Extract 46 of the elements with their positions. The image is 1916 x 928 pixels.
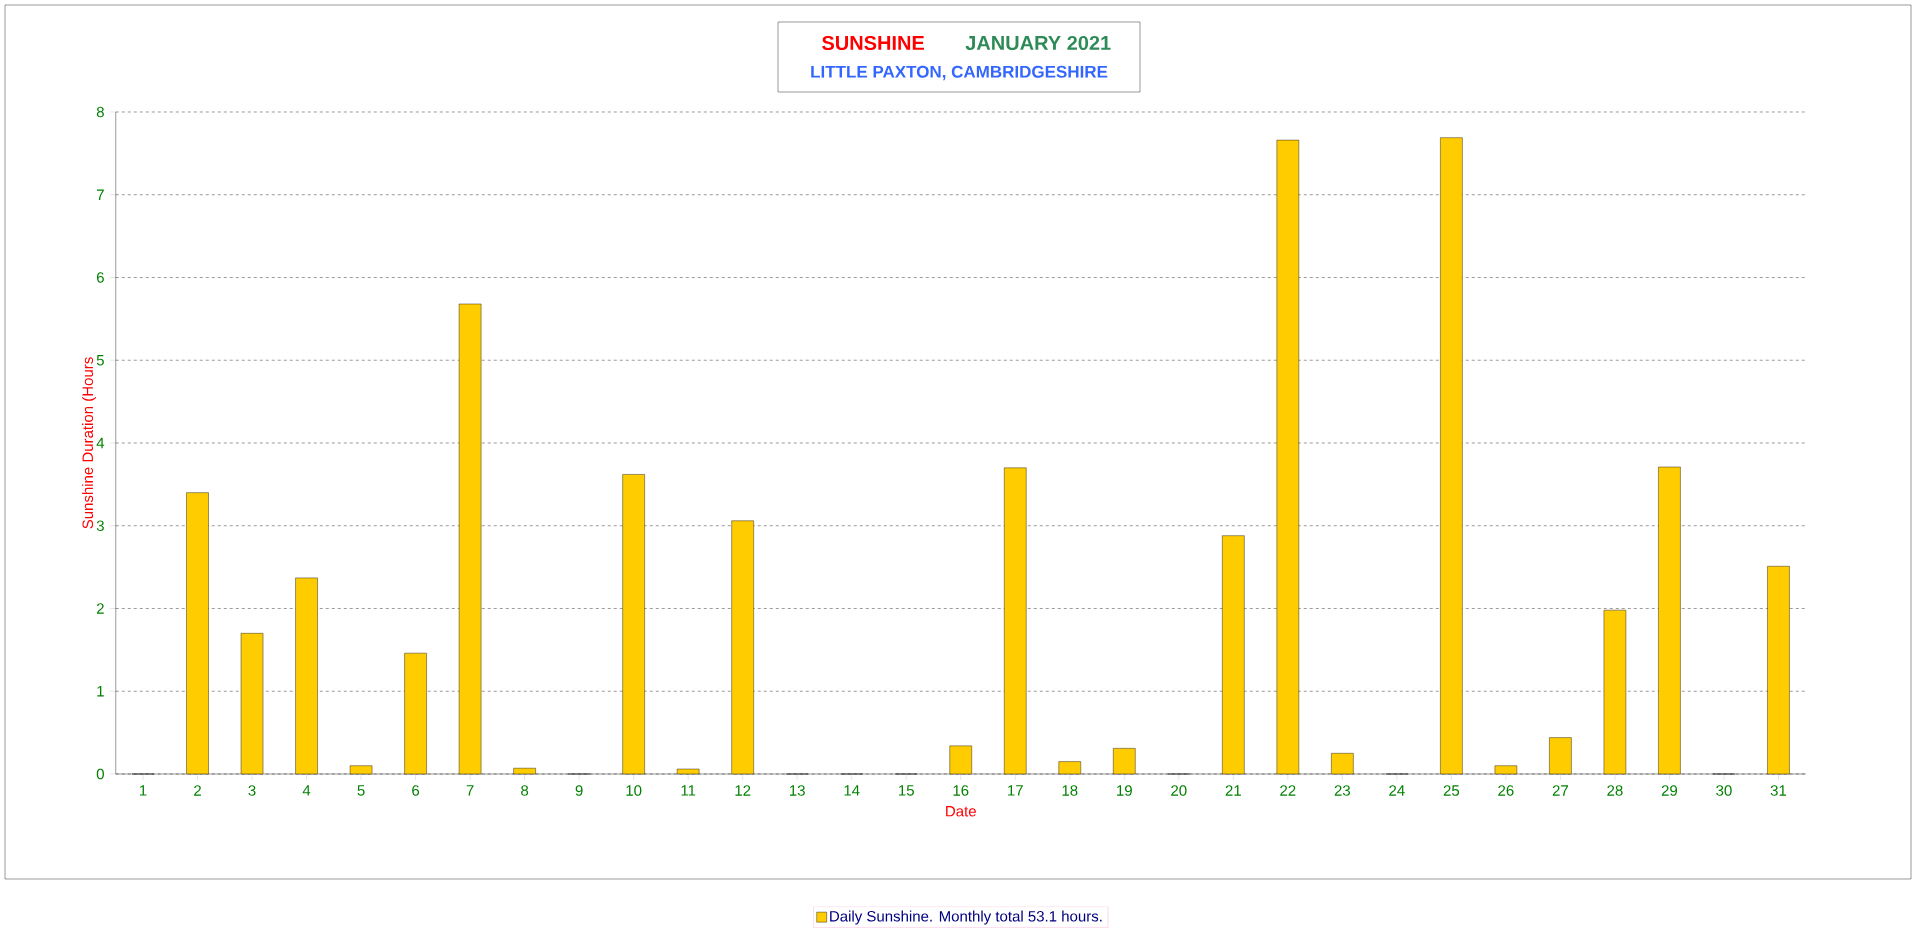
x-tick-label: 23 xyxy=(1334,785,1351,796)
x-tick-label: 1 xyxy=(139,785,147,796)
x-tick-label: 8 xyxy=(521,785,529,796)
y-tick-label: 6 xyxy=(96,272,104,283)
x-tick-label: 5 xyxy=(357,785,365,796)
y-tick-label: 4 xyxy=(96,437,105,449)
y-tick-label: 8 xyxy=(96,106,104,118)
x-tick-label: 29 xyxy=(1661,785,1678,796)
x-tick-label: 7 xyxy=(466,785,474,796)
x-tick-label: 20 xyxy=(1171,785,1187,796)
y-axis-title: Sunshine Duration (Hours xyxy=(82,357,97,529)
x-tick-label: 21 xyxy=(1225,785,1241,796)
x-tick-label: 11 xyxy=(681,785,696,796)
x-tick-label: 17 xyxy=(1008,785,1023,796)
chart-subtitle: JANUARY 2021 xyxy=(965,35,1111,51)
x-tick-label: 10 xyxy=(626,785,642,796)
x-tick-label: 12 xyxy=(735,785,751,796)
x-tick-label: 13 xyxy=(790,785,805,796)
y-tick-label: 2 xyxy=(96,603,104,614)
y-tick-label: 7 xyxy=(96,189,104,200)
x-tick-label: 28 xyxy=(1607,785,1623,796)
x-tick-label: 22 xyxy=(1280,785,1296,796)
y-tick-label: 5 xyxy=(96,355,104,366)
text: LITTLE PAXTON, CAMBRIDGESHIRE xyxy=(811,65,1108,81)
chart-title: SUNSHINE xyxy=(822,35,925,51)
x-tick-label: 2 xyxy=(194,785,201,796)
x-tick-label: 16 xyxy=(953,785,969,796)
x-tick-label: 25 xyxy=(1443,785,1460,796)
x-tick-label: 24 xyxy=(1389,785,1405,796)
x-tick-label: 26 xyxy=(1498,785,1514,796)
x-tick-label: 30 xyxy=(1716,785,1732,796)
x-axis-title: Date xyxy=(946,806,976,817)
x-tick-label: 18 xyxy=(1062,785,1078,796)
y-tick-label: 3 xyxy=(96,520,104,532)
x-tick-label: 6 xyxy=(412,785,420,796)
x-tick-label: 4 xyxy=(302,785,311,796)
x-tick-label: 14 xyxy=(844,785,860,796)
x-tick-label: 31 xyxy=(1770,785,1787,796)
x-tick-label: 27 xyxy=(1552,785,1568,796)
x-tick-label: 19 xyxy=(1117,785,1132,796)
x-tick-label: 15 xyxy=(899,785,914,796)
legend-label: Daily Sunshine. Monthly total 53.1 hours. xyxy=(830,910,1102,925)
x-tick-label: 3 xyxy=(248,785,256,796)
y-tick-label: 0 xyxy=(96,768,104,780)
x-tick-label: 9 xyxy=(575,785,583,796)
y-tick-label: 1 xyxy=(97,686,104,697)
